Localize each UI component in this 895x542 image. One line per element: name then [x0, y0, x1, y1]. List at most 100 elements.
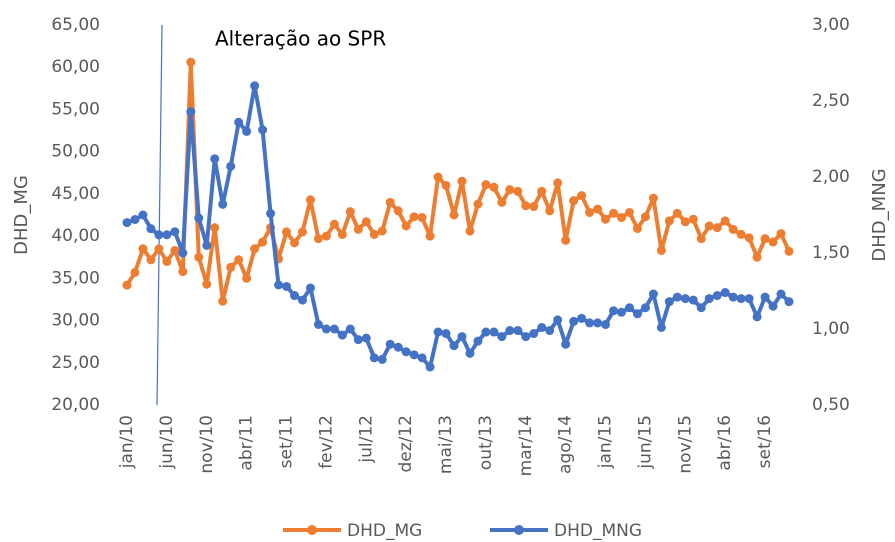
data-point — [640, 212, 650, 222]
data-point — [409, 212, 419, 222]
data-point — [242, 126, 252, 136]
data-point — [433, 172, 443, 182]
data-point — [585, 318, 595, 328]
data-point — [409, 350, 419, 360]
x-tick-label: out/13 — [476, 415, 496, 470]
data-point — [178, 267, 188, 277]
data-point — [776, 229, 786, 239]
data-point — [632, 224, 642, 234]
data-point — [353, 224, 363, 234]
y-tick-label: 40,00 — [51, 226, 100, 246]
x-tick-label: abr/11 — [237, 415, 257, 471]
data-point — [313, 319, 323, 329]
y-tick-label: 45,00 — [51, 184, 100, 204]
x-tick-label: dez/12 — [396, 415, 416, 473]
data-point — [497, 332, 507, 342]
data-point — [545, 326, 555, 336]
x-tick-label: nov/10 — [197, 415, 217, 474]
data-point — [226, 161, 236, 171]
x-tick-label: jul/12 — [356, 415, 376, 464]
data-point — [258, 125, 268, 135]
data-point — [648, 289, 658, 299]
data-point — [210, 223, 220, 233]
data-point — [688, 214, 698, 224]
data-point — [545, 206, 555, 216]
data-point — [401, 221, 411, 231]
data-point — [242, 273, 252, 283]
data-point — [122, 218, 132, 228]
data-point — [593, 318, 603, 328]
data-point — [297, 227, 307, 237]
data-point — [481, 180, 491, 190]
data-point — [624, 303, 634, 313]
data-point — [736, 294, 746, 304]
annotation: Alteração ao SPR — [215, 27, 386, 51]
series-line — [126, 83, 791, 369]
data-point — [218, 296, 228, 306]
data-point — [250, 244, 260, 254]
data-point — [537, 322, 547, 332]
data-point — [609, 306, 619, 316]
data-point — [577, 313, 587, 323]
data-point — [529, 329, 539, 339]
data-point — [776, 289, 786, 299]
data-point — [521, 332, 531, 342]
data-point — [425, 231, 435, 241]
data-point — [744, 233, 754, 243]
data-point — [752, 252, 762, 262]
x-tick-label: nov/15 — [675, 415, 695, 474]
data-point — [130, 267, 140, 277]
data-point — [138, 244, 148, 254]
data-point — [513, 186, 523, 196]
data-point — [393, 206, 403, 216]
data-point — [218, 199, 228, 209]
data-point — [656, 245, 666, 255]
data-point — [688, 295, 698, 305]
data-point — [489, 327, 499, 337]
data-point — [289, 291, 299, 301]
data-point — [122, 280, 132, 290]
data-point — [274, 280, 284, 290]
x-tick-label: jun/15 — [635, 415, 655, 470]
data-point — [680, 294, 690, 304]
x-tick-label: mai/13 — [436, 415, 456, 474]
data-point — [577, 191, 587, 201]
y-tick-label: 60,00 — [51, 57, 100, 77]
data-point — [345, 324, 355, 334]
data-point — [728, 292, 738, 302]
data-point — [441, 180, 451, 190]
data-point — [234, 255, 244, 265]
data-point — [569, 316, 579, 326]
data-point — [162, 230, 172, 240]
data-point — [234, 117, 244, 127]
data-point — [449, 341, 459, 351]
data-point — [258, 237, 268, 247]
data-point — [784, 246, 794, 256]
y2-tick-label: 2,50 — [812, 91, 850, 111]
data-point — [162, 256, 172, 266]
data-point — [617, 307, 627, 317]
data-point — [720, 288, 730, 298]
data-point — [266, 208, 276, 218]
data-point — [377, 226, 387, 236]
y2-axis-label: DHD_MNG — [869, 168, 890, 261]
y-tick-label: 50,00 — [51, 142, 100, 162]
data-point — [186, 57, 196, 67]
y-tick-label: 25,00 — [51, 353, 100, 373]
data-point — [473, 199, 483, 209]
data-point — [617, 213, 627, 223]
data-point — [632, 309, 642, 319]
legend-label: DHD_MNG — [554, 521, 642, 541]
data-point — [202, 279, 212, 289]
data-point — [537, 186, 547, 196]
data-point — [361, 217, 371, 227]
data-point — [282, 227, 292, 237]
data-point — [282, 281, 292, 291]
y-tick-label: 65,00 — [51, 15, 100, 35]
y-tick-label: 35,00 — [51, 268, 100, 288]
data-point — [489, 182, 499, 192]
x-tick-label: jan/15 — [596, 415, 616, 469]
data-point — [768, 237, 778, 247]
data-point — [321, 231, 331, 241]
x-tick-label: jun/10 — [157, 415, 177, 470]
